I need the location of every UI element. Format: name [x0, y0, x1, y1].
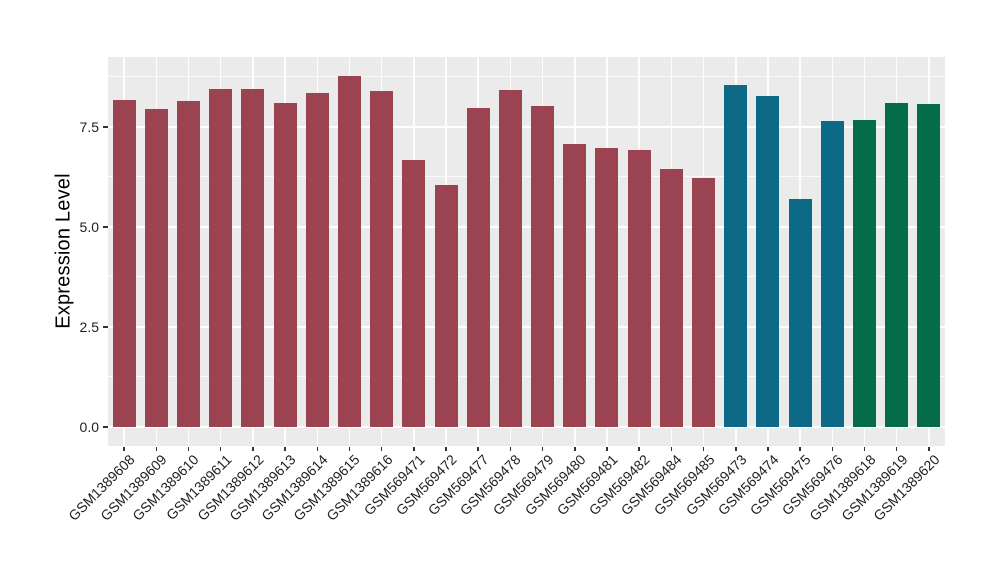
x-tick: [541, 447, 544, 451]
bar-GSM569475: [788, 198, 812, 427]
bar-GSM1389608: [112, 99, 136, 427]
bar-GSM569472: [434, 184, 458, 427]
x-tick: [895, 447, 898, 451]
x-tick: [284, 447, 286, 451]
y-axis-title: Expression Level: [52, 173, 75, 329]
bar-GSM569476: [820, 120, 844, 427]
y-tick: [103, 326, 108, 328]
x-tick: [445, 447, 447, 451]
bar-GSM1389609: [144, 108, 168, 427]
x-tick: [606, 447, 608, 451]
gridline-major: [108, 326, 945, 328]
bar-GSM1389611: [209, 88, 233, 427]
bar-GSM569479: [531, 105, 555, 427]
bar-GSM569471: [402, 159, 426, 427]
bar-GSM1389612: [241, 88, 265, 427]
x-tick: [413, 447, 415, 451]
y-tick: [103, 126, 108, 128]
x-tick: [928, 447, 930, 451]
x-tick: [187, 447, 190, 451]
bar-GSM569482: [627, 150, 651, 427]
x-tick: [348, 447, 351, 451]
x-tick: [155, 447, 158, 451]
x-tick: [638, 447, 640, 451]
bar-GSM569478: [498, 90, 522, 427]
x-tick: [735, 447, 737, 451]
y-tick-label: 7.5: [79, 118, 99, 135]
bar-GSM1389620: [917, 104, 941, 427]
bar-GSM1389613: [273, 102, 297, 427]
bar-GSM1389618: [853, 120, 877, 427]
bar-GSM569474: [756, 95, 780, 427]
x-tick: [316, 447, 318, 451]
bar-GSM569481: [595, 148, 619, 427]
plot-panel: [108, 57, 945, 446]
x-tick: [831, 447, 834, 451]
bar-GSM569473: [724, 84, 748, 427]
y-tick: [103, 426, 108, 428]
gridline-minor: [108, 176, 945, 178]
y-tick-label: 0.0: [79, 418, 99, 435]
x-tick: [380, 447, 383, 451]
gridline-minor: [108, 276, 945, 278]
x-tick: [252, 447, 254, 451]
x-tick: [799, 447, 801, 451]
gridline-minor: [108, 76, 945, 78]
bar-GSM1389610: [176, 100, 200, 427]
bar-GSM1389615: [337, 75, 361, 427]
y-tick-label: 5.0: [79, 218, 99, 235]
x-tick: [767, 447, 769, 451]
bar-GSM1389619: [885, 102, 909, 427]
bar-GSM569485: [692, 178, 716, 427]
x-tick: [219, 447, 222, 451]
bar-GSM569480: [563, 143, 587, 427]
x-tick: [123, 447, 125, 451]
bar-GSM1389616: [370, 90, 394, 427]
gridline-minor: [108, 376, 945, 378]
x-tick: [574, 447, 576, 451]
gridline-major: [108, 426, 945, 428]
y-tick: [103, 226, 108, 228]
x-tick: [702, 447, 705, 451]
bar-GSM1389614: [305, 92, 329, 427]
x-tick: [509, 447, 512, 451]
bar-GSM569484: [659, 168, 683, 427]
gridline-major: [108, 226, 945, 228]
y-tick-label: 2.5: [79, 318, 99, 335]
x-tick: [863, 447, 866, 451]
bar-GSM569477: [466, 108, 490, 427]
gridline-major: [108, 126, 945, 128]
x-tick: [477, 447, 479, 451]
x-tick: [670, 447, 673, 451]
